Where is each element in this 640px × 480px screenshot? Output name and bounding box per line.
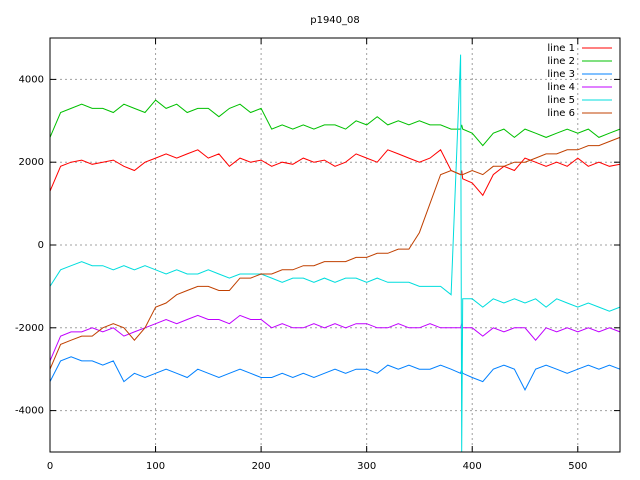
x-tick-label: 100 [146, 461, 165, 472]
x-tick-label: 300 [357, 461, 376, 472]
y-tick-label: 0 [38, 240, 44, 251]
y-tick-label: -4000 [15, 406, 44, 417]
x-tick-label: 400 [463, 461, 482, 472]
data-line [49, 149, 621, 197]
data-line [49, 314, 621, 362]
legend-label: line 1 [547, 43, 575, 54]
legend-label: line 5 [547, 95, 575, 106]
legend: line 1 line 2 line 3 line 4 line 5 line 6 [547, 43, 612, 119]
legend-label: line 4 [547, 82, 575, 93]
legend-label: line 3 [547, 69, 575, 80]
axes: -4000 -2000 0 2000 4000 0 100 200 300 400 500 [15, 38, 620, 472]
plot-border [49, 37, 621, 453]
x-tick-label: 200 [252, 461, 271, 472]
grid [49, 38, 620, 452]
data-line [49, 356, 621, 391]
y-tick-label: -2000 [15, 323, 44, 334]
chart-title: p1940_08 [310, 15, 360, 26]
data-line [49, 136, 621, 370]
data-line [49, 54, 621, 453]
y-tick-label: 4000 [19, 74, 44, 85]
plot-lines [49, 54, 621, 453]
legend-label: line 6 [547, 108, 575, 119]
data-line [49, 99, 621, 147]
y-tick-label: 2000 [19, 157, 44, 168]
legend-label: line 2 [547, 56, 575, 67]
x-tick-label: 500 [568, 461, 587, 472]
x-tick-label: 0 [47, 461, 53, 472]
